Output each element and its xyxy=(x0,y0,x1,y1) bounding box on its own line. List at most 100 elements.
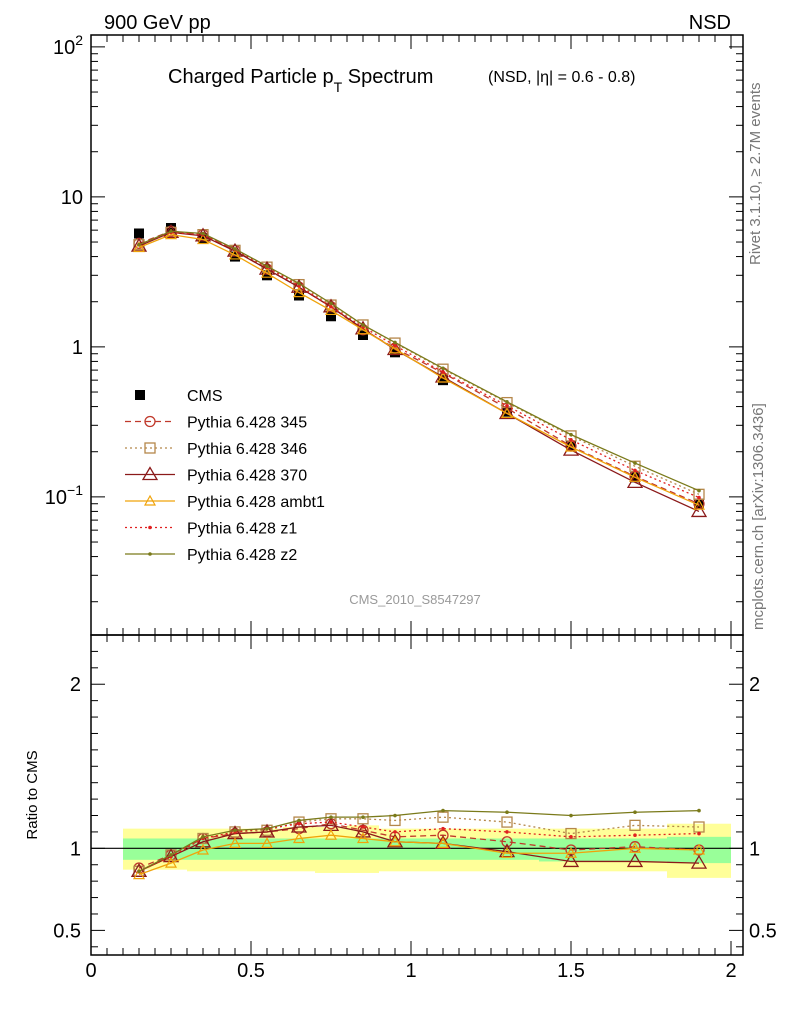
ratio-data-point xyxy=(441,808,445,813)
ratio-data-point xyxy=(361,825,365,829)
ratio-data-point xyxy=(690,854,708,869)
legend-label: CMS xyxy=(187,388,223,405)
legend-label: Pythia 6.428 z2 xyxy=(187,547,297,564)
ratio-data-point xyxy=(194,833,212,848)
ratio-data-point xyxy=(629,841,641,853)
main-data-point xyxy=(436,371,450,383)
legend-item: Pythia 6.428 346 xyxy=(125,441,307,458)
main-data-point xyxy=(505,400,509,404)
ratio-data-point xyxy=(505,810,509,815)
header-left: 900 GeV pp xyxy=(104,12,211,34)
ratio-data-point xyxy=(260,837,274,849)
main-data-point xyxy=(329,305,333,309)
main-y-tick-label-base: 10 xyxy=(61,187,83,209)
main-data-point xyxy=(356,323,370,335)
ratio-data-point xyxy=(500,847,514,858)
main-data-point xyxy=(389,337,401,349)
main-data-point xyxy=(265,264,269,269)
main-series-line xyxy=(138,231,700,499)
x-tick-label: 0 xyxy=(85,960,96,982)
main-data-point xyxy=(386,341,404,356)
ratio-y-tick-label-right: 1 xyxy=(749,838,760,860)
legend-item: Pythia 6.428 370 xyxy=(125,466,307,485)
main-data-point xyxy=(233,247,237,251)
ratio-series-line xyxy=(138,821,700,872)
ratio-data-point xyxy=(196,843,210,855)
ratio-data-point xyxy=(569,813,573,818)
ratio-data-point xyxy=(633,810,637,815)
main-data-point xyxy=(196,233,210,245)
main-data-point xyxy=(137,242,141,247)
main-data-point xyxy=(326,311,336,322)
ratio-data-point xyxy=(361,815,365,819)
ratio-data-point xyxy=(393,813,397,818)
x-tick-label: 0.5 xyxy=(237,960,265,982)
ratio-data-point xyxy=(505,830,509,834)
ratio-data-point xyxy=(501,816,513,828)
ratio-data-point xyxy=(258,823,276,838)
main-series-line xyxy=(138,230,700,492)
legend-label: Pythia 6.428 346 xyxy=(187,441,307,458)
legend-item: Pythia 6.428 ambt1 xyxy=(125,494,325,511)
ratio-inner-band-bin xyxy=(315,838,347,860)
main-data-point xyxy=(393,343,397,348)
main-y-tick-label: 10−1 xyxy=(45,482,83,509)
ratio-data-point xyxy=(164,856,178,868)
x-tick-label: 1.5 xyxy=(557,960,585,982)
chart-title-suffix: Spectrum xyxy=(342,66,433,88)
legend-item: Pythia 6.428 z2 xyxy=(125,547,297,564)
ratio-y-tick-label-right: 0.5 xyxy=(749,920,777,942)
chart-title: Charged Particle pT Spectrum xyxy=(168,66,433,95)
legend-marker xyxy=(144,442,156,454)
legend-marker xyxy=(148,552,152,556)
legend-marker xyxy=(144,415,156,428)
main-y-tick-label: 1 xyxy=(72,337,83,359)
main-data-point xyxy=(166,223,176,234)
main-data-point xyxy=(633,461,637,465)
main-data-point xyxy=(500,407,514,419)
main-data-point xyxy=(628,471,642,482)
ratio-data-point xyxy=(132,868,146,880)
rivet-version-label: Rivet 3.1.10, ≥ 2.7M events xyxy=(747,83,764,266)
ratio-data-point xyxy=(201,835,205,839)
ratio-data-point xyxy=(162,848,180,863)
legend-item: Pythia 6.428 345 xyxy=(125,415,307,432)
ratio-data-point xyxy=(324,828,338,840)
ratio-uncertainty-bands xyxy=(91,823,743,878)
main-data-point xyxy=(164,228,178,240)
main-data-point xyxy=(569,432,573,437)
main-data-point xyxy=(697,495,701,500)
ratio-data-point xyxy=(629,819,641,832)
main-data-point xyxy=(633,468,637,473)
main-axis-ticks xyxy=(90,35,743,635)
main-data-point xyxy=(441,370,445,374)
main-data-point xyxy=(201,231,205,236)
ratio-data-point xyxy=(329,815,333,819)
ratio-series-pythia-6-428-ambt1 xyxy=(132,828,706,880)
main-data-point xyxy=(198,233,208,244)
ratio-data-point xyxy=(292,832,306,844)
main-data-point xyxy=(262,270,272,281)
main-data-point xyxy=(134,228,144,239)
main-data-point xyxy=(438,375,448,386)
ratio-inner-band-bin xyxy=(603,838,667,862)
main-data-point xyxy=(498,405,516,420)
ratio-inner-band-bin xyxy=(283,838,315,860)
ratio-data-point xyxy=(265,826,269,831)
ratio-data-point xyxy=(692,843,706,855)
ratio-inner-band-bin xyxy=(123,838,155,860)
main-data-point xyxy=(329,301,333,306)
ratio-data-point xyxy=(626,853,644,868)
main-data-point xyxy=(260,266,274,278)
legend: CMS Pythia 6.428 345 Pythia 6.428 346 Pythi… xyxy=(125,388,325,564)
ratio-data-point xyxy=(233,828,237,833)
analysis-watermark: CMS_2010_S8547297 xyxy=(349,592,481,607)
main-data-point xyxy=(505,403,509,408)
x-tick-label: 1 xyxy=(405,960,416,982)
ratio-data-point xyxy=(354,823,372,838)
ratio-y-tick-label-right: 2 xyxy=(749,674,760,696)
ratio-y-axis-label: Ratio to CMS xyxy=(24,750,41,839)
ratio-data-point xyxy=(441,826,445,831)
main-data-point xyxy=(388,342,402,354)
